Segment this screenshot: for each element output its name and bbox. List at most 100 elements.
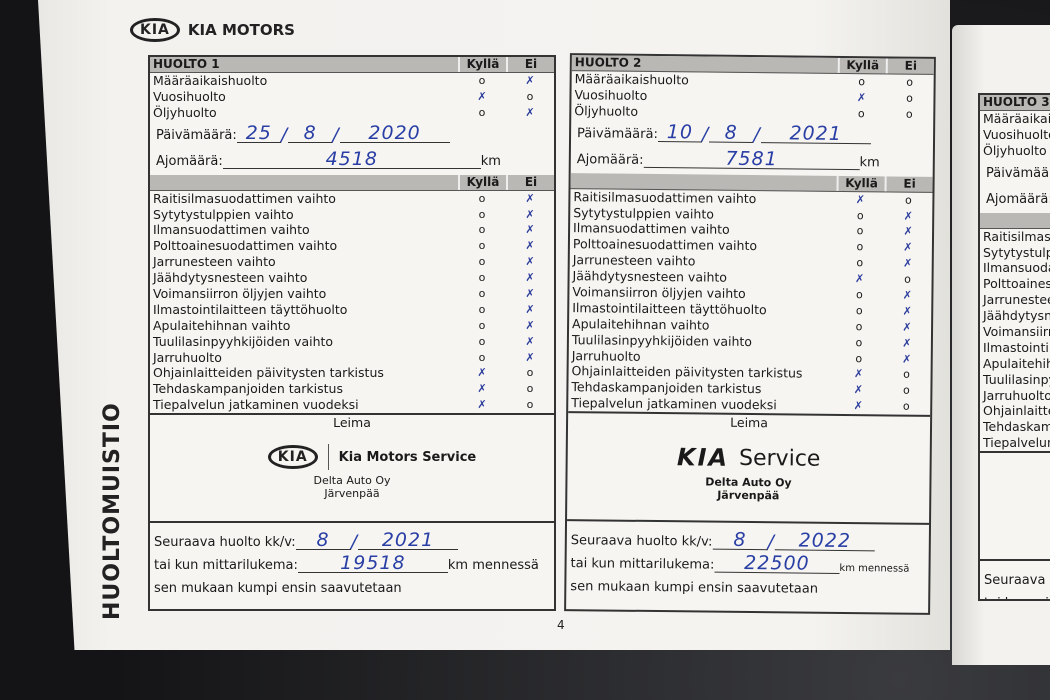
no-checkbox[interactable]: ✗ [525, 302, 535, 316]
no-checkbox[interactable]: ✗ [525, 350, 535, 364]
checklist-item-label: Voimansiirron öljyjen vaihto [153, 286, 327, 302]
yes-checkbox[interactable]: o [478, 207, 486, 221]
yes-checkbox[interactable]: ✗ [477, 366, 487, 380]
no-checkbox[interactable]: ✗ [902, 336, 912, 350]
yes-checkbox[interactable]: ✗ [856, 90, 867, 105]
yes-checkbox[interactable]: o [855, 351, 863, 365]
yes-checkbox[interactable]: o [855, 288, 863, 302]
yes-checkbox[interactable]: o [855, 304, 863, 318]
checklist-row: Sytytystulppien vaihto o ✗ [150, 207, 554, 223]
no-checkbox[interactable]: o [906, 75, 914, 89]
yes-checkbox[interactable]: o [478, 239, 486, 253]
yes-checkbox[interactable]: o [857, 106, 865, 120]
date-label: Päivämäärä: [577, 125, 658, 142]
checklist-row: Ilmastointilaitteen täyttöhuolto o ✗ [150, 302, 554, 318]
yes-column-header: Kyllä [458, 57, 506, 72]
km-unit: km [859, 154, 880, 171]
yes-checkbox[interactable]: ✗ [853, 383, 864, 397]
no-column-header: Ei [506, 174, 554, 190]
no-checkbox[interactable]: ✗ [902, 304, 912, 318]
whichever-label: sen mukaan kumpi ensin saavutetaan [570, 579, 819, 597]
yes-checkbox[interactable]: o [478, 255, 486, 269]
next-service: Seuraava huolto kk/v: 8/2021 tai kun mitta… [150, 521, 554, 600]
yes-checkbox[interactable]: ✗ [855, 192, 866, 206]
no-checkbox[interactable]: ✗ [525, 105, 535, 119]
checklist-header-blank [980, 213, 1050, 228]
yes-checkbox[interactable]: o [478, 223, 486, 237]
stamp-name: Service [738, 445, 821, 472]
yes-checkbox[interactable]: o [478, 302, 486, 316]
no-checkbox[interactable]: o [904, 193, 912, 207]
no-checkbox[interactable]: o [904, 272, 912, 286]
yes-checkbox[interactable]: o [478, 271, 486, 285]
km-unit: km [480, 153, 501, 169]
no-checkbox[interactable]: o [526, 89, 534, 103]
no-checkbox[interactable]: ✗ [902, 288, 913, 302]
yes-checkbox[interactable]: o [855, 319, 863, 333]
no-checkbox[interactable]: o [905, 107, 913, 121]
top-item-row: Öljyhuolto o ✗ [150, 105, 554, 121]
yes-checkbox[interactable]: o [478, 318, 486, 332]
no-checkbox[interactable]: ✗ [525, 287, 535, 301]
top-item-label: Öljyhuolto [983, 142, 1047, 158]
no-checkbox[interactable]: ✗ [903, 256, 913, 270]
no-checkbox[interactable]: ✗ [525, 74, 535, 87]
no-checkbox[interactable]: ✗ [903, 225, 913, 239]
no-checkbox[interactable]: ✗ [525, 271, 535, 285]
yes-checkbox[interactable]: o [478, 350, 486, 364]
checklist-header-blank [571, 173, 837, 191]
no-checkbox[interactable]: ✗ [525, 191, 535, 205]
yes-checkbox[interactable]: o [856, 256, 864, 270]
no-checkbox[interactable]: ✗ [525, 207, 535, 221]
yes-checkbox[interactable]: o [856, 240, 864, 254]
yes-checkbox[interactable]: o [855, 335, 863, 349]
yes-checkbox[interactable]: ✗ [477, 398, 487, 412]
checklist-row: Jarruhuolto o ✗ [150, 350, 554, 366]
next-year: 2021 [358, 531, 458, 551]
no-checkbox[interactable]: ✗ [525, 255, 535, 269]
yes-checkbox[interactable]: ✗ [477, 89, 487, 103]
page-number: 4 [557, 618, 565, 632]
yes-checkbox[interactable]: o [858, 75, 866, 89]
yes-checkbox[interactable]: o [478, 287, 486, 301]
yes-checkbox[interactable]: o [856, 208, 864, 222]
yes-checkbox[interactable]: ✗ [854, 272, 865, 286]
no-checkbox[interactable]: o [526, 366, 534, 380]
yes-checkbox[interactable]: o [478, 74, 486, 87]
date-month: 8 [709, 121, 754, 144]
checklist-row: Polttoainesuodattimen vaihto [980, 276, 1050, 292]
yes-checkbox[interactable]: ✗ [853, 399, 863, 413]
date-separator: / [280, 123, 289, 146]
no-checkbox[interactable]: o [526, 382, 534, 396]
yes-checkbox[interactable]: ✗ [853, 367, 864, 381]
no-checkbox[interactable]: ✗ [902, 352, 912, 366]
divider [327, 444, 329, 471]
no-checkbox[interactable]: ✗ [525, 239, 535, 253]
no-checkbox[interactable]: o [902, 399, 910, 413]
no-checkbox[interactable]: ✗ [902, 320, 912, 334]
yes-checkbox[interactable]: ✗ [477, 382, 487, 396]
no-checkbox[interactable]: o [903, 368, 911, 382]
no-checkbox[interactable]: o [902, 383, 910, 398]
no-checkbox[interactable]: o [526, 398, 534, 412]
yes-checkbox[interactable]: o [478, 191, 486, 205]
no-column-header: Ei [884, 176, 933, 192]
no-checkbox[interactable]: ✗ [525, 223, 535, 237]
no-checkbox[interactable]: ✗ [903, 209, 913, 223]
checklist-row: Tiepalvelun jatkaminen vuodeksi ✗ o [150, 397, 554, 413]
checklist-row: Ilmansuodattimen vaihto [980, 260, 1050, 276]
yes-checkbox[interactable]: o [478, 105, 486, 119]
checklist-item-label: Tehdaskampanjoiden tarkistus [153, 381, 343, 397]
no-checkbox[interactable]: ✗ [525, 334, 535, 348]
yes-column-header: Kyllä [837, 57, 886, 74]
no-checkbox[interactable]: ✗ [903, 240, 913, 255]
no-checkbox[interactable]: ✗ [525, 318, 535, 332]
no-checkbox[interactable]: o [906, 91, 913, 105]
checklist-item-label: Apulaitehihnan vaihto [153, 317, 291, 333]
mileage-field: Ajomäärä: [980, 181, 1050, 207]
next-year: 2022 [774, 530, 875, 552]
yes-checkbox[interactable]: o [856, 224, 864, 238]
yes-checkbox[interactable]: o [478, 334, 486, 348]
checklist-row: Ohjainlaitteiden päivitysten tarkistus ✗ o [150, 365, 554, 381]
checklist-row: Voimansiirron öljyjen vaihto [980, 324, 1050, 340]
